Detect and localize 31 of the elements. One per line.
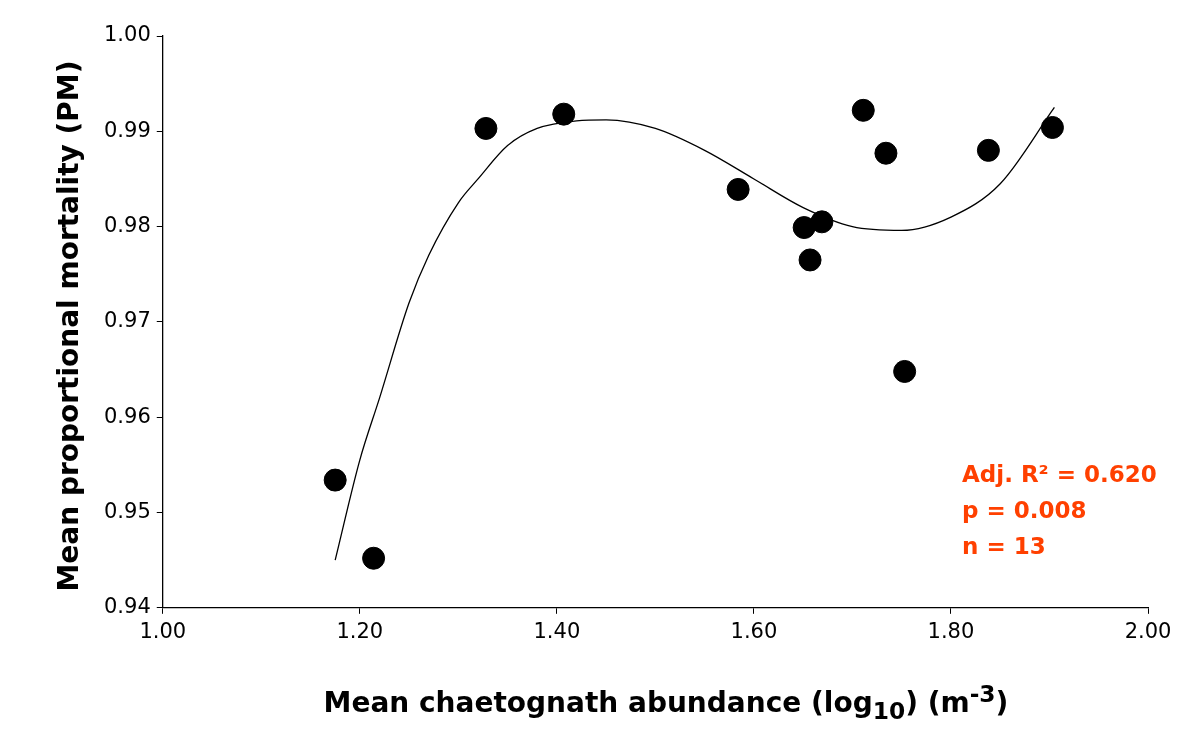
annotation: p = 0.008 — [962, 496, 1088, 525]
x-tick-label: 1.60 — [730, 618, 778, 643]
x-tick-label: 1.40 — [533, 618, 581, 643]
point — [810, 210, 834, 234]
x-axis-title: Mean chaetognath abundance (log$_{10}$) (m$^{-3}$) — [322, 680, 1010, 725]
point — [362, 546, 386, 570]
x-tick-label: 2.00 — [1124, 618, 1172, 643]
y-tick-label: 1.00 — [103, 22, 151, 47]
y-tick-label: 0.95 — [103, 498, 151, 523]
point — [792, 216, 816, 240]
point — [323, 468, 347, 492]
y-axis-title: Mean proportional mortality (PM) — [51, 60, 85, 592]
point — [474, 116, 498, 140]
point — [1040, 115, 1064, 139]
x-tick-label: 1.20 — [336, 618, 384, 643]
point — [726, 177, 750, 201]
y-tick-label: 0.99 — [103, 117, 151, 142]
y-tick-label: 0.98 — [103, 213, 151, 238]
y-tick-label: 0.96 — [103, 403, 151, 428]
point — [874, 141, 898, 165]
y-tick-label: 0.97 — [103, 308, 151, 333]
point — [893, 359, 917, 383]
annotation: Adj. R² = 0.620 — [962, 460, 1157, 489]
x-tick-label: 1.80 — [927, 618, 975, 643]
point — [552, 102, 576, 126]
point — [851, 98, 875, 122]
annotation: n = 13 — [962, 532, 1047, 561]
y-tick-label: 0.94 — [103, 594, 151, 619]
point — [976, 138, 1000, 162]
x-tick-label: 1.00 — [139, 618, 187, 643]
point — [798, 248, 822, 272]
